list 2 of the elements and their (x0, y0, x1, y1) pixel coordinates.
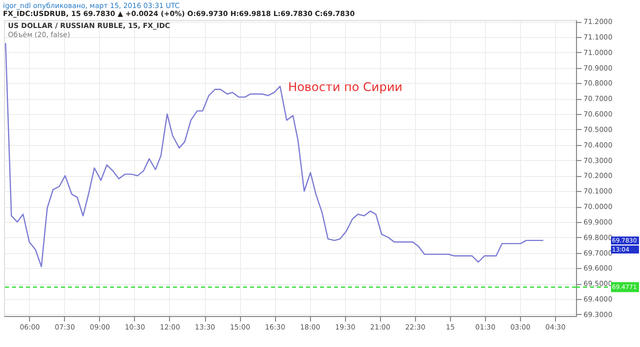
line-series (4, 42, 544, 268)
annotation: Новости по Сирии (288, 80, 402, 94)
